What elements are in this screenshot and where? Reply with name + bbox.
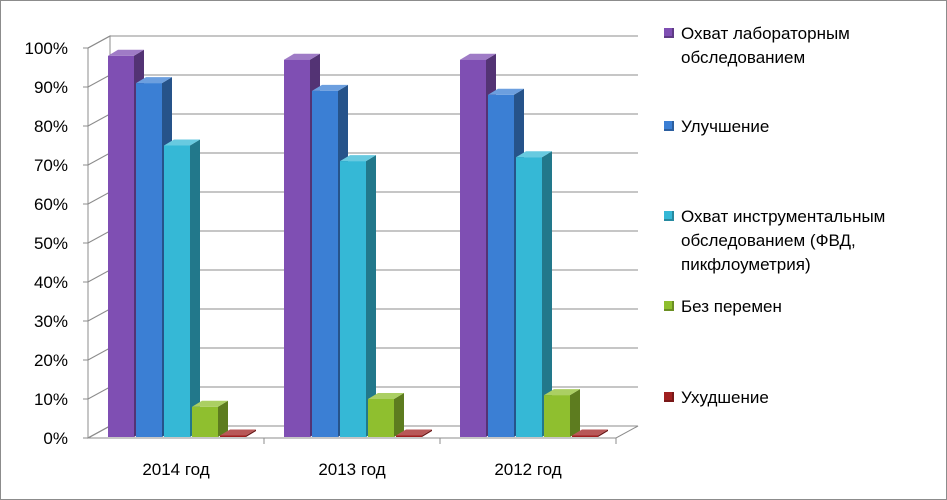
bar-side bbox=[366, 155, 376, 437]
y-tick-label: 50% bbox=[34, 234, 68, 253]
legend-label-improvement: Улучшение bbox=[681, 117, 770, 136]
bar bbox=[544, 395, 570, 437]
legend-item-improvement: Улучшение bbox=[664, 115, 936, 139]
bar bbox=[516, 157, 542, 437]
bar bbox=[340, 161, 366, 437]
bar bbox=[108, 55, 134, 438]
bar-top bbox=[516, 151, 552, 158]
gridline-side bbox=[87, 347, 111, 361]
bar-top bbox=[192, 400, 228, 407]
bar bbox=[312, 90, 338, 438]
bar-top bbox=[340, 155, 376, 162]
bar bbox=[136, 83, 162, 437]
bar-top bbox=[368, 393, 404, 399]
bar-side bbox=[218, 400, 228, 437]
y-tick-label: 100% bbox=[25, 39, 68, 58]
bar-side bbox=[542, 151, 552, 437]
gridline-side bbox=[87, 425, 111, 439]
bar-side bbox=[394, 393, 404, 437]
y-tick-label: 20% bbox=[34, 351, 68, 370]
bar-top bbox=[488, 88, 524, 95]
legend-item-instrumental-coverage: Охват инструментальным обследованием (ФВ… bbox=[664, 205, 936, 277]
legend-label-instrumental-coverage: Охват инструментальным обследованием (ФВ… bbox=[681, 207, 886, 274]
bar bbox=[460, 59, 486, 437]
legend-swatch-lab-coverage bbox=[664, 28, 674, 38]
legend-swatch-improvement bbox=[664, 121, 674, 131]
bar-top bbox=[544, 389, 580, 396]
bar-top bbox=[396, 429, 432, 436]
bar-top bbox=[460, 53, 496, 60]
bar-side bbox=[246, 429, 256, 437]
y-tick-label: 60% bbox=[34, 195, 68, 214]
y-tick-label: 70% bbox=[34, 156, 68, 175]
gridline-side bbox=[87, 230, 111, 244]
legend-item-worsening: Ухудшение bbox=[664, 386, 936, 410]
gridline-side bbox=[87, 269, 111, 283]
bar bbox=[164, 145, 190, 437]
bar-top bbox=[108, 49, 144, 56]
gridline-side bbox=[87, 74, 111, 88]
bar-side bbox=[570, 389, 580, 437]
bar bbox=[488, 94, 514, 438]
bar-side bbox=[422, 429, 432, 437]
legend-swatch-instrumental-coverage bbox=[664, 211, 674, 221]
bar-side bbox=[190, 139, 200, 437]
gridline-side bbox=[87, 308, 111, 322]
bar-top bbox=[136, 77, 172, 84]
gridline-side bbox=[87, 152, 111, 166]
bar-top bbox=[284, 53, 320, 60]
bar bbox=[396, 435, 422, 437]
y-tick-label: 10% bbox=[34, 390, 68, 409]
legend-item-lab-coverage: Охват лабораторным обследованием bbox=[664, 22, 936, 70]
x-tick-label: 2013 год bbox=[318, 460, 385, 479]
bar bbox=[572, 435, 598, 437]
y-tick-label: 30% bbox=[34, 312, 68, 331]
x-tick-label: 2014 год bbox=[142, 460, 209, 479]
y-tick-label: 80% bbox=[34, 117, 68, 136]
gridline-side bbox=[87, 386, 111, 400]
bar bbox=[192, 406, 218, 437]
bar-side bbox=[598, 429, 608, 437]
legend-swatch-no-change bbox=[664, 301, 674, 311]
bar bbox=[220, 435, 246, 437]
bar-top bbox=[220, 429, 256, 436]
gridline-side bbox=[87, 191, 111, 205]
y-tick-label: 90% bbox=[34, 78, 68, 97]
bar-top bbox=[312, 84, 348, 91]
legend-label-worsening: Ухудшение bbox=[681, 388, 769, 407]
bar-top bbox=[572, 429, 608, 436]
bar bbox=[284, 59, 310, 437]
y-tick-label: 0% bbox=[43, 429, 68, 448]
gridline-side bbox=[87, 35, 111, 49]
gridline-side bbox=[87, 113, 111, 127]
bar bbox=[368, 399, 394, 437]
legend-label-no-change: Без перемен bbox=[681, 297, 782, 316]
x-tick-label: 2012 год bbox=[494, 460, 561, 479]
legend-swatch-worsening bbox=[664, 392, 674, 402]
bar-top bbox=[164, 139, 200, 146]
legend-label-lab-coverage: Охват лабораторным обследованием bbox=[681, 24, 850, 67]
legend-item-no-change: Без перемен bbox=[664, 295, 936, 319]
y-tick-label: 40% bbox=[34, 273, 68, 292]
